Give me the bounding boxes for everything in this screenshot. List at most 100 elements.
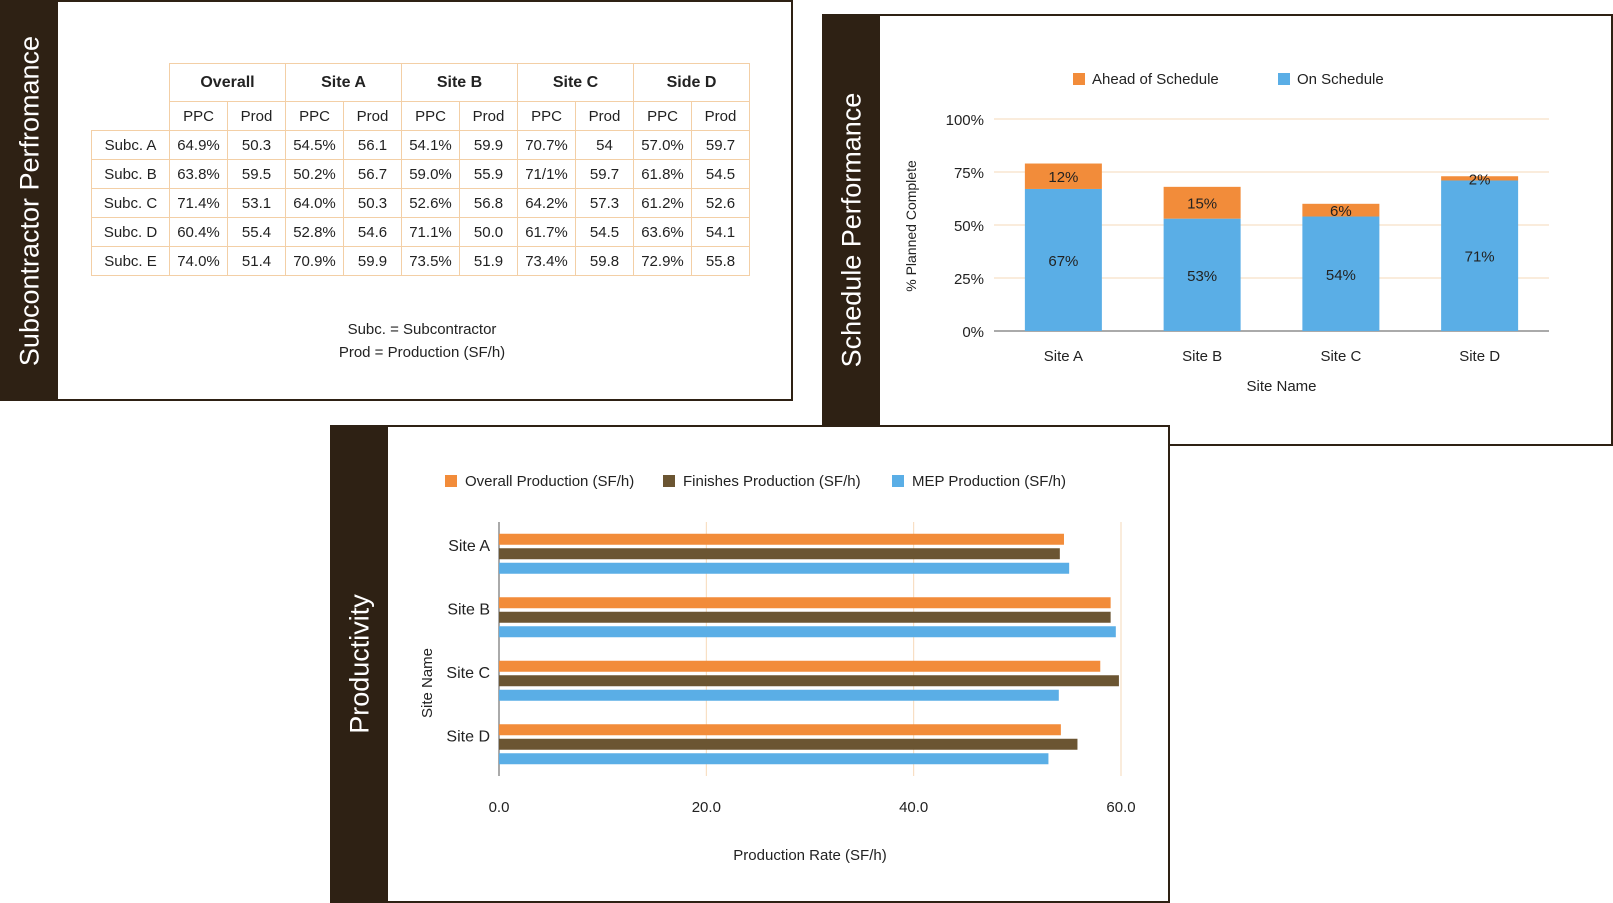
table-cell: 59.7 (575, 159, 634, 189)
note-subc: Subc. = Subcontractor (347, 321, 497, 338)
table-cell: 73.5% (401, 246, 460, 276)
table-cell: 64.0% (285, 188, 344, 218)
bar-finishes (499, 675, 1119, 687)
y-tick-label: Site C (446, 665, 490, 682)
legend-label: Finishes Production (SF/h) (683, 473, 861, 490)
legend-swatch (663, 475, 675, 487)
group-header: Site A (285, 63, 402, 102)
y-tick-label: 100% (946, 112, 984, 129)
table-cell: 54.5% (285, 130, 344, 160)
table-cell: 59.8 (575, 246, 634, 276)
table-cell: 53.1 (227, 188, 286, 218)
table-cell: 56.1 (343, 130, 402, 160)
table-cell: 72.9% (633, 246, 692, 276)
legend-swatch (892, 475, 904, 487)
table-cell: 51.4 (227, 246, 286, 276)
sub-header: Prod (691, 101, 750, 131)
bar-ahead-of-schedule (1163, 186, 1241, 219)
table-cell: 63.6% (633, 217, 692, 247)
y-tick-label: Site B (447, 601, 490, 618)
x-tick-label: 60.0 (1106, 799, 1135, 816)
legend-swatch (1073, 73, 1085, 85)
legend-label: On Schedule (1297, 71, 1384, 88)
table-cell: 52.8% (285, 217, 344, 247)
sub-header: PPC (169, 101, 228, 131)
group-header: Overall (169, 63, 286, 102)
table-cell: 50.3 (227, 130, 286, 160)
table-cell: 56.8 (459, 188, 518, 218)
table-cell: 60.4% (169, 217, 228, 247)
panel-side-bar: Productivity (332, 427, 388, 901)
row-label: Subc. C (91, 188, 170, 218)
sub-header: PPC (517, 101, 576, 131)
table-row: Subc. B 63.8% 59.5 50.2% 56.7 59.0% 55.9 71/1% 5… (91, 159, 750, 189)
table-cell: 57.3 (575, 188, 634, 218)
data-label: 53% (1187, 268, 1217, 285)
group-header: Side D (633, 63, 750, 102)
table-cell: 63.8% (169, 159, 228, 189)
table-cell: 56.7 (343, 159, 402, 189)
y-tick-label: Site D (446, 728, 490, 745)
table-cell: 55.4 (227, 217, 286, 247)
bar-on-schedule (1163, 218, 1241, 331)
schedule-chart: 0% 25% 50% 75% 100% 67% 12% Site A 53% 15% Site B 5… (903, 71, 1549, 395)
sub-header: Prod (227, 101, 286, 131)
sub-header: Prod (459, 101, 518, 131)
table-cell: 54.1% (401, 130, 460, 160)
x-axis-label: Production Rate (SF/h) (733, 847, 886, 864)
table-cell: 54.5 (575, 217, 634, 247)
table-corner (92, 64, 170, 102)
x-tick-label: 20.0 (692, 799, 721, 816)
y-axis-label: % Planned Complete (903, 160, 919, 292)
legend-label: MEP Production (SF/h) (912, 473, 1066, 490)
bar-on-schedule (1024, 188, 1102, 331)
panel-title: Subcontractor Perfromance (14, 35, 45, 366)
bar-finishes (499, 738, 1078, 750)
bar-overall (499, 533, 1064, 545)
group-header: Site C (517, 63, 634, 102)
table-cell: 55.9 (459, 159, 518, 189)
x-tick-label: Site A (1044, 348, 1083, 365)
table-corner (92, 102, 170, 131)
data-label: 12% (1048, 169, 1078, 186)
schedule-performance-panel: Schedule Performance 0% 25% 50% 75% 100% 67% 1… (822, 14, 1613, 446)
table-cell: 71/1% (517, 159, 576, 189)
data-label: 67% (1048, 253, 1078, 270)
x-tick-label: 40.0 (899, 799, 928, 816)
bar-mep (499, 562, 1070, 574)
bar-ahead-of-schedule (1024, 163, 1102, 189)
table-cell: 54.1 (691, 217, 750, 247)
x-tick-label: Site D (1459, 348, 1500, 365)
y-tick-label: 25% (954, 271, 984, 288)
legend-swatch (445, 475, 457, 487)
table-cell: 52.6 (691, 188, 750, 218)
table-cell: 57.0% (633, 130, 692, 160)
y-axis-label: Site Name (419, 648, 436, 718)
table-cell: 59.0% (401, 159, 460, 189)
table-cell: 73.4% (517, 246, 576, 276)
bar-ahead-of-schedule (1302, 203, 1380, 217)
table-cell: 54.6 (343, 217, 402, 247)
x-axis-label: Site Name (1246, 378, 1316, 395)
table-row: Subc. A 64.9% 50.3 54.5% 56.1 54.1% 59.9 70.7% 5… (91, 130, 750, 160)
y-tick-label: 50% (954, 218, 984, 235)
performance-table: Overall Site A Site B Site C Side D PPC Prod PP… (91, 63, 750, 276)
table-cell: 71.1% (401, 217, 460, 247)
table-cell: 71.4% (169, 188, 228, 218)
bar-mep (499, 626, 1116, 638)
table-cell: 59.5 (227, 159, 286, 189)
row-label: Subc. B (91, 159, 170, 189)
panel-side-bar: Subcontractor Perfromance (2, 2, 58, 399)
row-label: Subc. D (91, 217, 170, 247)
bar-finishes (499, 548, 1060, 560)
table-cell: 54.5 (691, 159, 750, 189)
row-label: Subc. E (91, 246, 170, 276)
data-label: 71% (1465, 249, 1495, 266)
legend-label: Ahead of Schedule (1092, 71, 1219, 88)
productivity-panel: Productivity 0.0 20.0 40.0 60.0 Site A Site B… (330, 425, 1170, 903)
sub-header: PPC (633, 101, 692, 131)
table-cell: 59.9 (343, 246, 402, 276)
y-tick-label: 0% (962, 324, 984, 341)
x-tick-label: Site C (1320, 348, 1361, 365)
